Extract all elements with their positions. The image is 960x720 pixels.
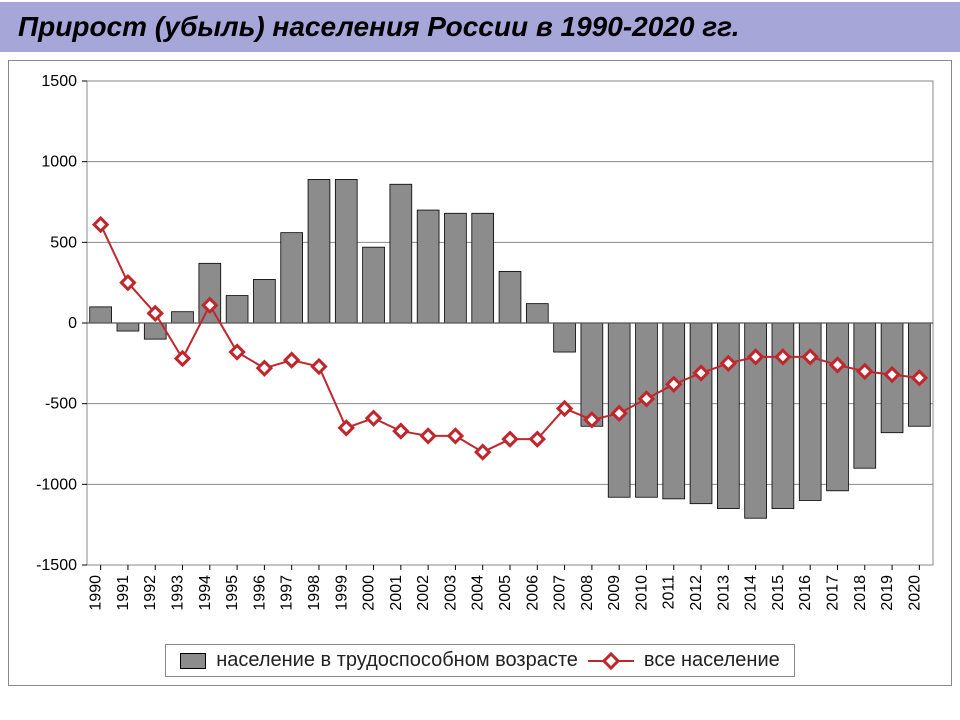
- svg-text:0: 0: [68, 315, 77, 332]
- legend-line-label: все население: [644, 649, 780, 672]
- bar: [717, 323, 739, 509]
- svg-text:2005: 2005: [497, 575, 514, 611]
- svg-text:2008: 2008: [579, 575, 596, 611]
- svg-text:1995: 1995: [224, 575, 241, 611]
- svg-text:1994: 1994: [197, 575, 214, 611]
- svg-text:1000: 1000: [41, 154, 77, 171]
- bar: [827, 323, 849, 491]
- svg-text:2013: 2013: [715, 575, 732, 611]
- svg-text:2019: 2019: [879, 575, 896, 611]
- bar: [581, 323, 603, 426]
- svg-text:2018: 2018: [852, 575, 869, 611]
- bar: [554, 323, 576, 352]
- svg-text:2003: 2003: [442, 575, 459, 611]
- bar: [172, 312, 194, 323]
- svg-text:1996: 1996: [251, 575, 268, 611]
- svg-text:2007: 2007: [552, 575, 569, 611]
- bar: [253, 279, 275, 323]
- bar: [281, 233, 303, 323]
- bar: [117, 323, 139, 331]
- legend-bar-label: население в трудоспособном возрасте: [216, 649, 578, 672]
- svg-text:2010: 2010: [633, 575, 650, 611]
- svg-text:1990: 1990: [88, 575, 105, 611]
- svg-text:2012: 2012: [688, 575, 705, 611]
- bar: [499, 271, 521, 323]
- bar: [417, 210, 439, 323]
- bar: [335, 179, 357, 323]
- svg-text:2011: 2011: [661, 575, 678, 610]
- svg-text:2020: 2020: [906, 575, 923, 611]
- bar: [390, 184, 412, 323]
- legend-bar-swatch: [180, 653, 206, 669]
- chart-title: Прирост (убыль) населения России в 1990-…: [18, 11, 740, 43]
- legend-line-swatch: [588, 652, 634, 670]
- legend: население в трудоспособном возрасте все …: [19, 644, 941, 677]
- bar: [663, 323, 685, 499]
- bar: [636, 323, 658, 497]
- bar: [308, 179, 330, 323]
- svg-text:2004: 2004: [470, 575, 487, 611]
- svg-text:2015: 2015: [770, 575, 787, 611]
- svg-text:2002: 2002: [415, 575, 432, 611]
- bar: [363, 247, 385, 323]
- svg-text:-500: -500: [45, 396, 77, 413]
- svg-text:1998: 1998: [306, 575, 323, 611]
- chart-panel: -1500 -1000 -500 0 500 1000 1500 1990 1991 1992 19…: [8, 60, 952, 686]
- svg-text:2006: 2006: [524, 575, 541, 611]
- bar: [445, 213, 467, 323]
- svg-text:2009: 2009: [606, 575, 623, 611]
- bar: [199, 263, 221, 323]
- svg-text:2016: 2016: [797, 575, 814, 611]
- bar: [690, 323, 712, 504]
- svg-text:1500: 1500: [41, 73, 77, 90]
- svg-text:500: 500: [50, 234, 77, 251]
- bar: [90, 307, 112, 323]
- chart-svg: -1500 -1000 -500 0 500 1000 1500 1990 1991 1992 19…: [19, 71, 939, 631]
- svg-text:2001: 2001: [388, 575, 405, 611]
- svg-text:1999: 1999: [333, 575, 350, 611]
- chart-title-bar: Прирост (убыль) населения России в 1990-…: [0, 0, 960, 54]
- svg-text:2000: 2000: [361, 575, 378, 611]
- svg-text:-1000: -1000: [36, 476, 77, 493]
- bar: [226, 296, 248, 323]
- bar: [472, 213, 494, 323]
- bar: [854, 323, 876, 468]
- svg-text:2017: 2017: [824, 575, 841, 611]
- bar: [526, 304, 548, 323]
- svg-text:1992: 1992: [142, 575, 159, 611]
- svg-text:1997: 1997: [279, 575, 296, 611]
- svg-text:-1500: -1500: [36, 557, 77, 574]
- svg-text:1991: 1991: [115, 575, 132, 611]
- svg-text:1993: 1993: [170, 575, 187, 611]
- svg-text:2014: 2014: [743, 575, 760, 611]
- legend-box: население в трудоспособном возрасте все …: [165, 644, 795, 677]
